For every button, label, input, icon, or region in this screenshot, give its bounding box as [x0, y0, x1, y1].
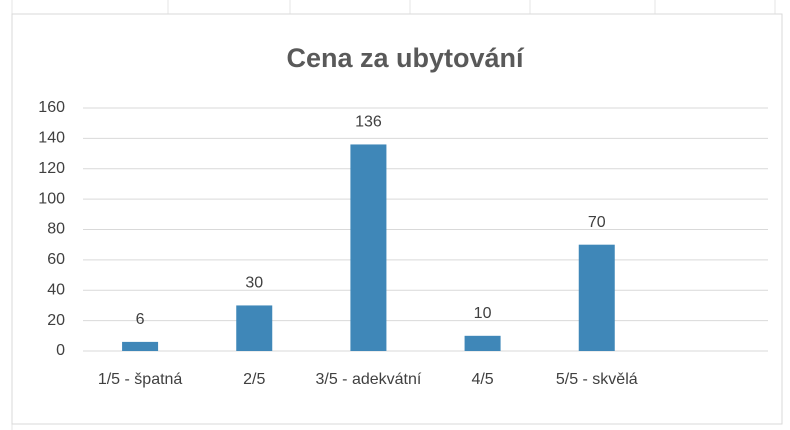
chart-area [11, 13, 783, 425]
x-tick-label: 4/5 [471, 371, 494, 388]
x-tick-label: 2/5 [243, 371, 266, 388]
bar [350, 144, 387, 351]
y-tick-label: 60 [47, 251, 65, 268]
bar [578, 244, 615, 351]
data-label: 70 [588, 214, 606, 231]
y-tick-label: 0 [56, 342, 65, 359]
y-tick-label: 120 [38, 160, 65, 177]
data-label: 6 [136, 311, 145, 328]
y-tick-label: 160 [38, 99, 65, 116]
y-tick-label: 40 [47, 281, 65, 298]
x-tick-label: 1/5 - špatná [97, 371, 183, 388]
bar [122, 341, 159, 351]
bar [236, 305, 273, 351]
data-label: 136 [355, 114, 382, 131]
y-tick-label: 20 [47, 312, 65, 329]
y-tick-label: 100 [38, 190, 65, 207]
data-label: 30 [245, 275, 263, 292]
bar [464, 335, 501, 351]
y-tick-label: 80 [47, 221, 65, 238]
y-tick-label: 140 [38, 130, 65, 147]
x-tick-label: 5/5 - skvělá [555, 371, 638, 388]
data-label: 10 [474, 305, 492, 322]
chart-title: Cena za ubytování [286, 43, 525, 73]
x-tick-label: 3/5 - adekvátní [315, 371, 422, 388]
